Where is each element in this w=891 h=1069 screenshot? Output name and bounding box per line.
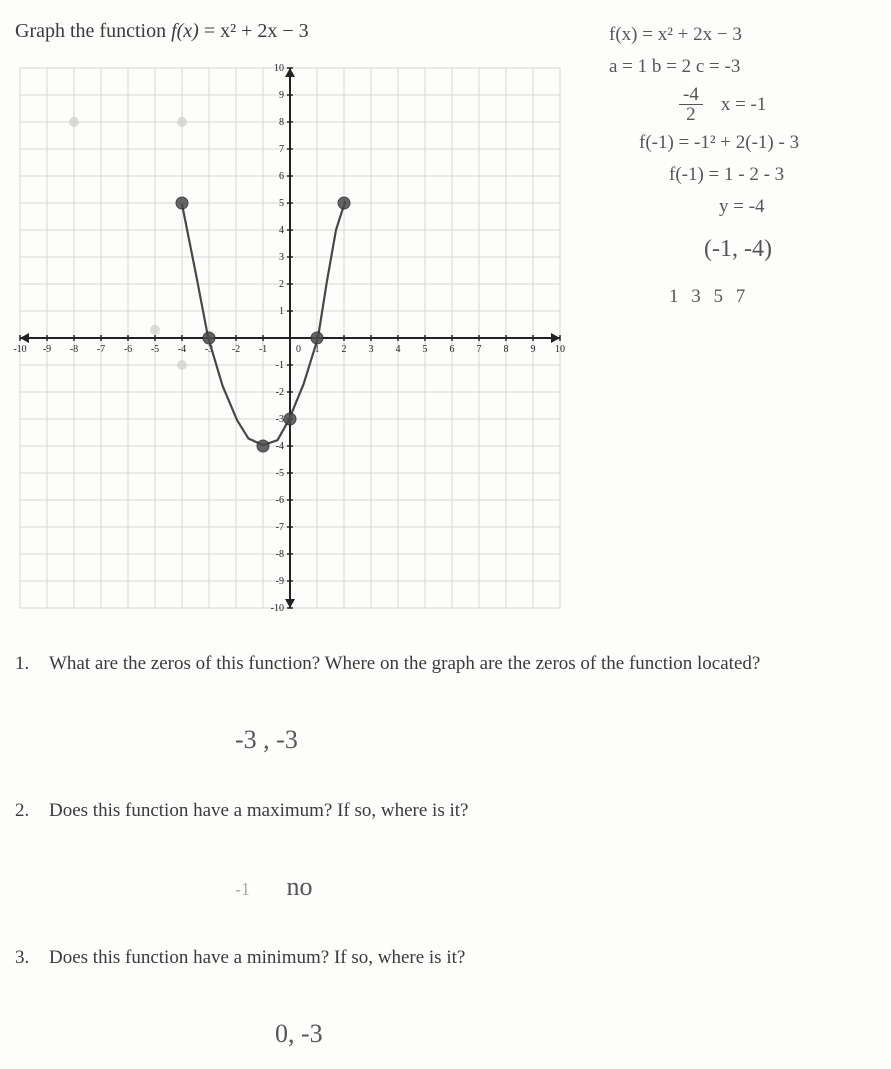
svg-text:-4: -4 [178, 344, 186, 355]
svg-text:-10: -10 [13, 344, 26, 355]
svg-text:-3: -3 [276, 414, 284, 425]
answer-2: -1 no [235, 872, 876, 902]
svg-text:10: 10 [274, 63, 284, 74]
svg-text:-8: -8 [276, 549, 284, 560]
chart-svg: -10-9-8-7-6-5-4-3-2-1012345678910-10-9-8… [10, 58, 570, 618]
question-3: 3. Does this function have a minimum? If… [15, 947, 876, 969]
svg-text:6: 6 [279, 171, 284, 182]
svg-text:-5: -5 [276, 468, 284, 479]
answer-3: 0, -3 [275, 1019, 876, 1049]
prompt-fn-lhs: f(x) [171, 20, 199, 42]
note-line: f(x) = x² + 2x − 3 [609, 22, 869, 48]
question-2: 2. Does this function have a maximum? If… [15, 800, 876, 822]
svg-text:2: 2 [342, 344, 347, 355]
q3-num: 3. [15, 947, 35, 969]
question-1: 1. What are the zeros of this function? … [15, 653, 876, 675]
svg-text:2: 2 [279, 279, 284, 290]
svg-text:-1: -1 [259, 344, 267, 355]
svg-text:-6: -6 [276, 495, 284, 506]
svg-text:9: 9 [531, 344, 536, 355]
answer-1: -3 , -3 [235, 725, 876, 755]
svg-text:7: 7 [477, 344, 482, 355]
svg-text:-9: -9 [43, 344, 51, 355]
svg-text:-9: -9 [276, 576, 284, 587]
svg-text:5: 5 [423, 344, 428, 355]
svg-text:-2: -2 [276, 387, 284, 398]
svg-text:-4: -4 [276, 441, 284, 452]
note-x-eq: x = -1 [721, 92, 767, 118]
svg-text:4: 4 [396, 344, 401, 355]
q1-num: 1. [15, 653, 35, 675]
svg-text:1: 1 [279, 306, 284, 317]
svg-text:-8: -8 [70, 344, 78, 355]
svg-text:-2: -2 [232, 344, 240, 355]
svg-text:10: 10 [555, 344, 565, 355]
q2-num: 2. [15, 800, 35, 822]
svg-text:-7: -7 [97, 344, 105, 355]
note-fraction: -4 2 x = -1 [679, 85, 869, 124]
svg-text:-1: -1 [276, 360, 284, 371]
q3-text: Does this function have a minimum? If so… [49, 947, 465, 969]
svg-text:0: 0 [296, 344, 301, 355]
svg-text:8: 8 [504, 344, 509, 355]
svg-text:7: 7 [279, 144, 284, 155]
svg-text:6: 6 [450, 344, 455, 355]
svg-text:-6: -6 [124, 344, 132, 355]
svg-text:-7: -7 [276, 522, 284, 533]
prompt-prefix: Graph the function [15, 20, 171, 42]
prompt-fn-rhs: = x² + 2x − 3 [204, 20, 309, 42]
note-line: f(-1) = 1 - 2 - 3 [669, 162, 869, 188]
note-line: a = 1 b = 2 c = -3 [609, 54, 869, 80]
svg-text:3: 3 [369, 344, 374, 355]
svg-text:3: 3 [279, 252, 284, 263]
q2-text: Does this function have a maximum? If so… [49, 800, 468, 822]
svg-text:-10: -10 [271, 603, 284, 614]
svg-text:-5: -5 [151, 344, 159, 355]
q1-text: What are the zeros of this function? Whe… [49, 653, 760, 675]
svg-text:4: 4 [279, 225, 284, 236]
svg-text:9: 9 [279, 90, 284, 101]
svg-text:8: 8 [279, 117, 284, 128]
svg-text:5: 5 [279, 198, 284, 209]
note-line: (-1, -4) [704, 233, 869, 265]
questions-block: 1. What are the zeros of this function? … [15, 653, 876, 1049]
handwritten-notes: f(x) = x² + 2x − 3 a = 1 b = 2 c = -3 -4… [609, 22, 869, 309]
note-line: 1 3 5 7 [669, 284, 869, 310]
note-line: y = -4 [719, 194, 869, 220]
note-line: f(-1) = -1² + 2(-1) - 3 [639, 130, 869, 156]
